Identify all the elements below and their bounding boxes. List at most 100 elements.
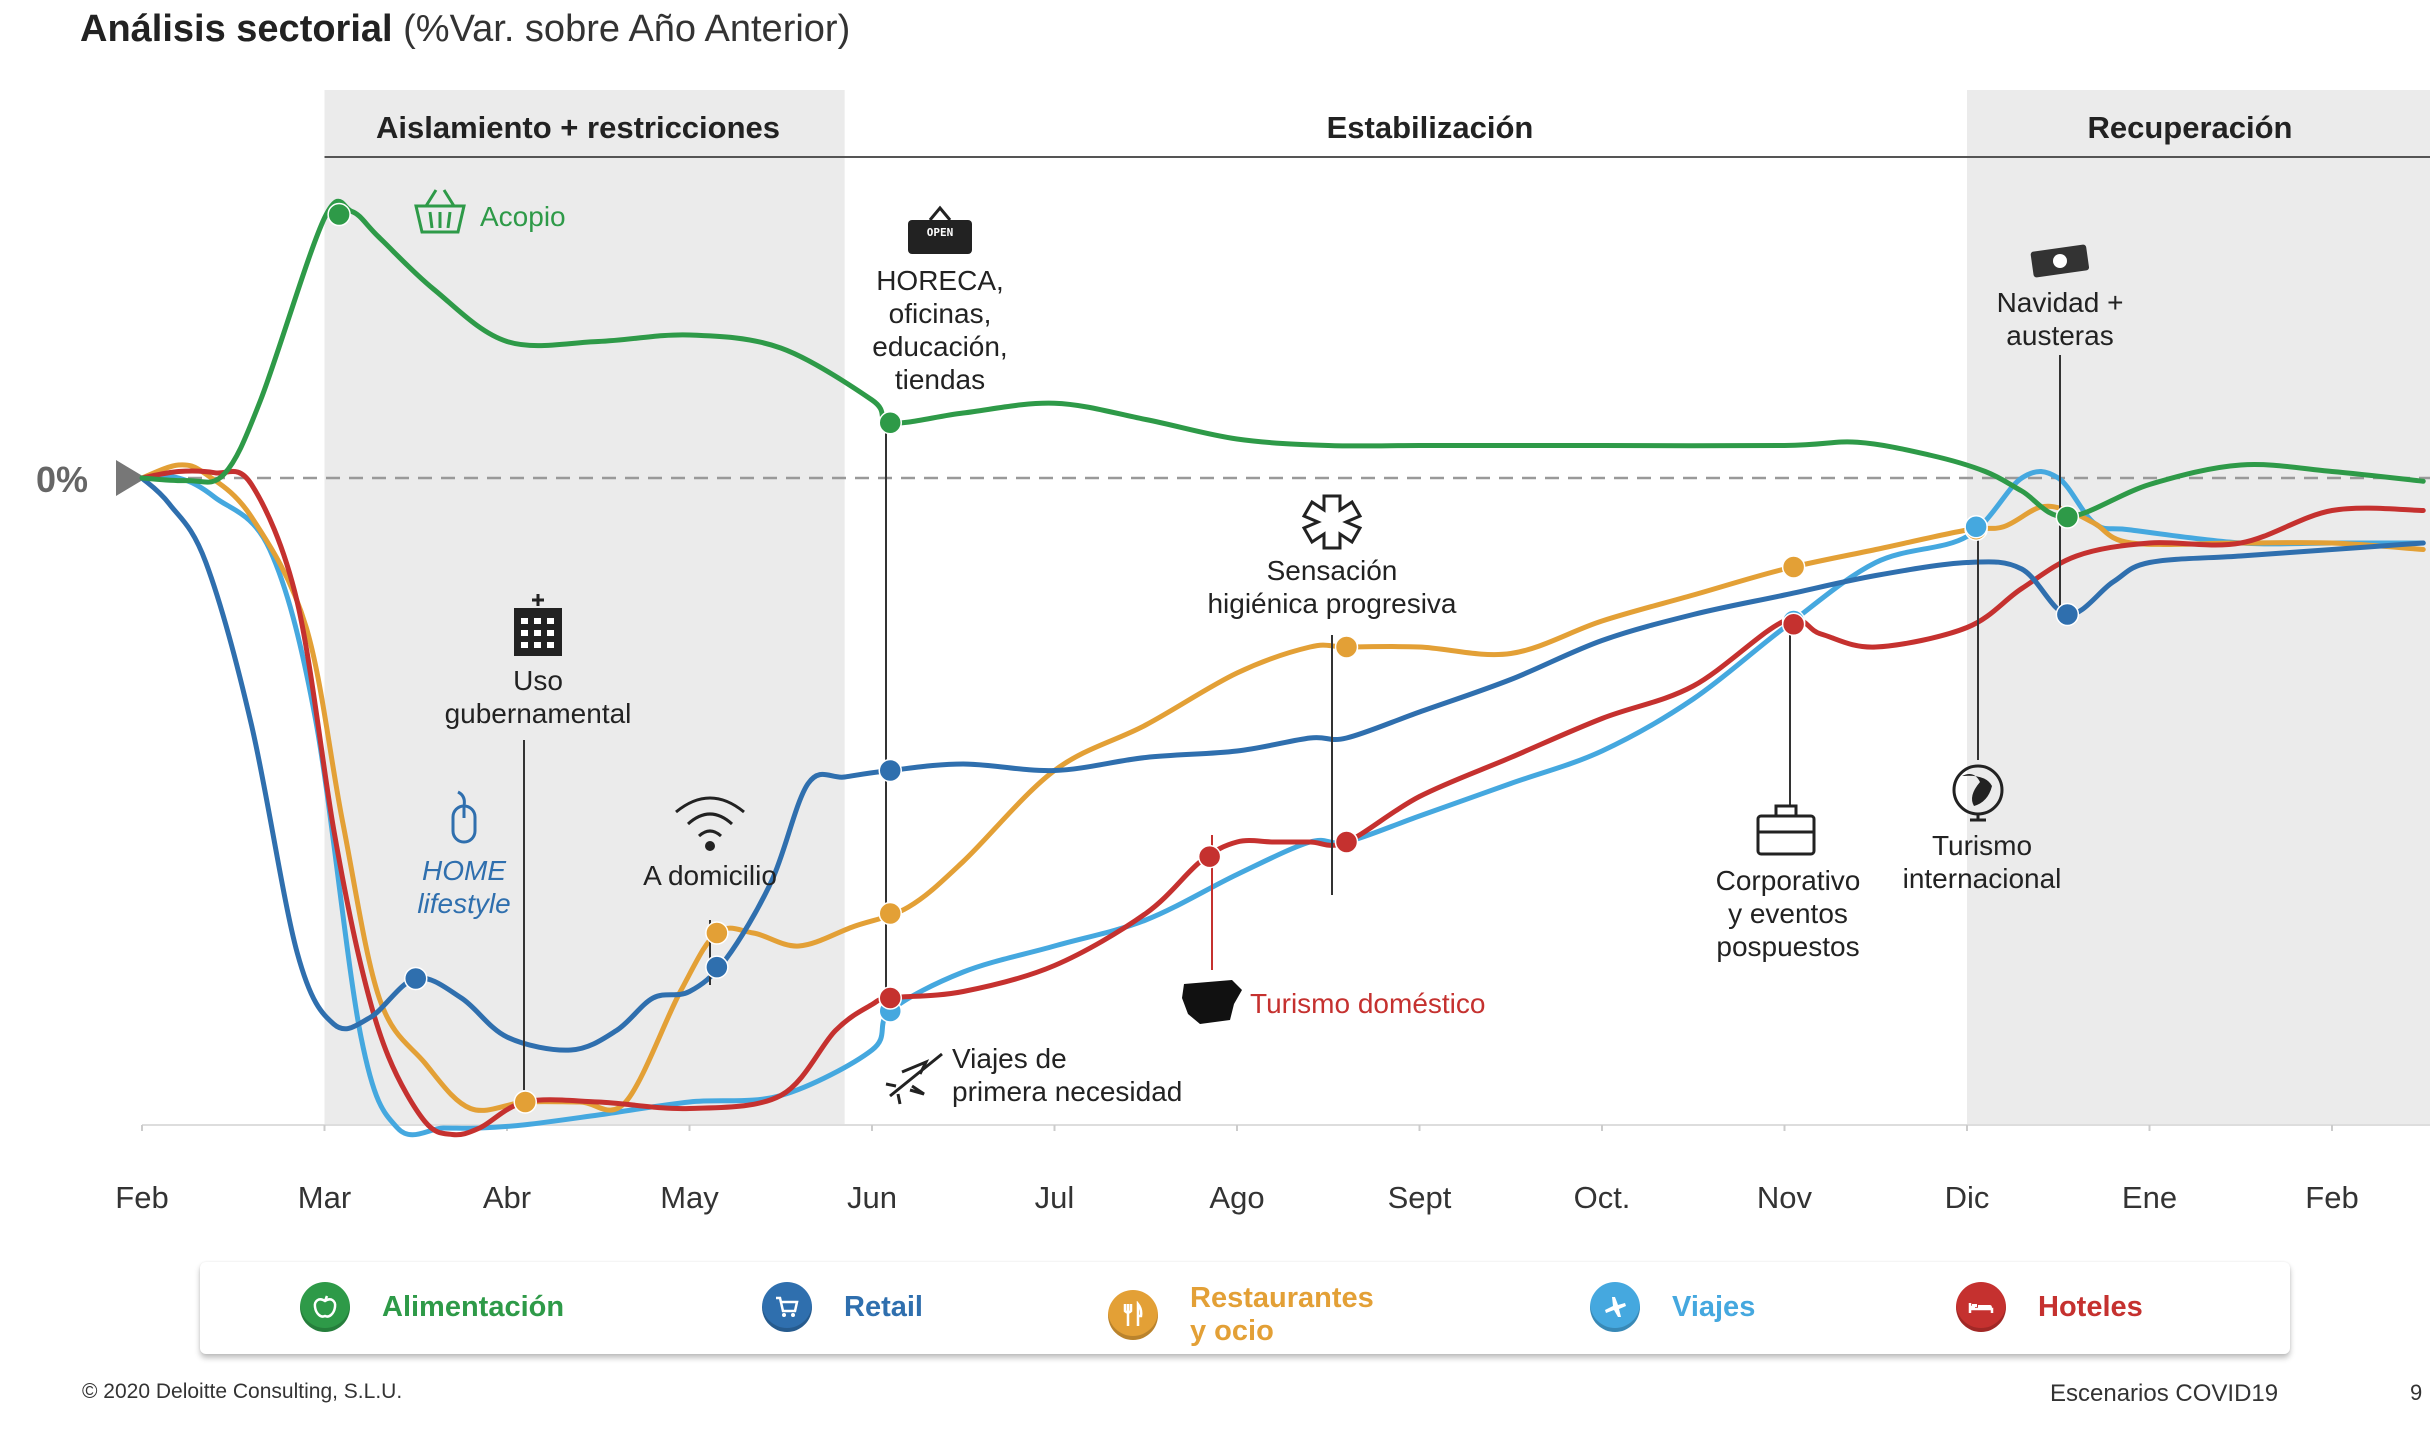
hygiene-star xyxy=(1301,494,1363,550)
phase-label-aislamiento-restricciones: Aislamiento + restricciones xyxy=(376,110,780,145)
x-tick-label: Dic xyxy=(1945,1180,1990,1215)
airplane-icon xyxy=(1590,1282,1640,1332)
building-cross xyxy=(532,594,544,606)
sign-text: OPEN xyxy=(927,226,954,239)
building-window xyxy=(521,618,528,624)
building-window xyxy=(534,642,541,648)
annotation-turismo: Turismo internacional xyxy=(1903,830,2062,894)
page-number: 9 xyxy=(2410,1380,2423,1405)
annotation-sensacion: Sensación higiénica progresiva xyxy=(1207,555,1456,619)
marker-restaurantes-y-ocio xyxy=(878,901,902,926)
building-icon xyxy=(514,594,562,656)
wifi-dot xyxy=(705,841,715,851)
x-tick-label: Jun xyxy=(847,1180,897,1215)
annotation-line: austeras xyxy=(2006,320,2113,351)
phase-label-recuperacion: Recuperación xyxy=(2087,110,2292,145)
spain-map-icon xyxy=(1182,980,1242,1024)
bed-icon xyxy=(1956,1282,2006,1332)
annotation-uso: Uso gubernamental xyxy=(445,665,632,729)
annotation-line: HOME xyxy=(422,855,506,886)
globe-stand xyxy=(1970,814,1986,822)
x-tick-label: Jul xyxy=(1035,1180,1075,1215)
annotation-viajes-de: Viajes de primera necesidad xyxy=(952,1043,1182,1107)
phase-band-recuperacion xyxy=(1967,90,2430,1125)
x-tick-label: Mar xyxy=(298,1180,351,1215)
annotation-line: Turismo xyxy=(1932,830,2032,861)
annotation-turismo-domestico: Turismo doméstico xyxy=(1250,988,1485,1019)
marker-retail xyxy=(705,955,729,979)
annotation-navidad: Navidad + austeras xyxy=(1997,287,2124,351)
annotation-line: internacional xyxy=(1903,863,2062,894)
marker-restaurantes-y-ocio xyxy=(705,921,729,945)
annotation-line: lifestyle xyxy=(417,888,510,919)
x-tick-label: May xyxy=(660,1180,719,1215)
wifi-icon xyxy=(675,796,745,851)
marker-viajes xyxy=(1964,515,1988,539)
bill-center xyxy=(2053,254,2067,268)
annotation-line: Corporativo xyxy=(1716,865,1861,896)
hygiene-icon xyxy=(1301,494,1363,550)
series-line-alimentacion xyxy=(139,198,2426,520)
annotation-line: Uso xyxy=(513,665,563,696)
annotation-line: A domicilio xyxy=(643,860,777,891)
building-window xyxy=(547,630,554,636)
briefcase-icon xyxy=(1756,804,1816,856)
legend-item-restaurantes: Restaurantes y ocio xyxy=(1108,1282,1374,1348)
legend-label-retail: Retail xyxy=(844,1290,923,1323)
y-zero-label: 0% xyxy=(36,459,88,500)
legend-label-viajes: Viajes xyxy=(1672,1290,1756,1323)
marker-retail xyxy=(2055,602,2080,627)
annotation-line: gubernamental xyxy=(445,698,632,729)
phase-band-aislamiento-restricciones xyxy=(324,90,845,1125)
series-line-retail xyxy=(139,475,2426,1053)
annotation-line: HORECA, xyxy=(876,265,1004,296)
phase-label-estabilizacion: Estabilización xyxy=(1327,110,1534,145)
mouse-cable xyxy=(457,790,466,807)
building-window xyxy=(534,630,541,636)
case-handle xyxy=(1758,804,1814,834)
annotation-line: Sensación xyxy=(1267,555,1398,586)
legend-item-viajes: Viajes xyxy=(1590,1282,1755,1332)
annotation-a-domicilio: A domicilio xyxy=(643,860,777,891)
legend-label-restaurantes: Restaurantes y ocio xyxy=(1190,1282,1374,1347)
legend-item-alimentacion: Alimentación xyxy=(300,1282,564,1332)
marker-hoteles xyxy=(1334,830,1359,854)
sign-hanger xyxy=(928,205,952,221)
marker-restaurantes-y-ocio xyxy=(513,1090,537,1114)
series-line-restaurantes-y-ocio xyxy=(139,462,2426,1113)
marker-alimentacion xyxy=(327,202,351,227)
marker-retail xyxy=(878,758,902,783)
annotation-line: Turismo doméstico xyxy=(1250,988,1485,1019)
x-tick-label: Sept xyxy=(1388,1180,1452,1215)
chart-title-main: Análisis sectorial xyxy=(80,8,393,50)
annotation-line: oficinas, xyxy=(889,298,992,329)
annotation-home: HOME lifestyle xyxy=(417,855,510,919)
annotation-horeca: HORECA, oficinas, educación, tiendas xyxy=(872,265,1007,395)
zero-arrow-icon xyxy=(116,460,146,496)
x-tick-label: Ago xyxy=(1209,1180,1264,1215)
sign-board xyxy=(908,220,972,254)
basket-shape xyxy=(414,189,466,234)
marker-hoteles xyxy=(1197,844,1222,869)
case-body xyxy=(1756,814,1816,856)
marker-alimentacion xyxy=(878,411,902,435)
building-window xyxy=(534,618,541,624)
marker-hoteles xyxy=(1781,612,1806,636)
airplane-icon xyxy=(885,1052,943,1105)
legend-label-alimentacion: Alimentación xyxy=(382,1290,565,1323)
x-tick-label: Abr xyxy=(483,1180,531,1215)
x-tick-label: Feb xyxy=(2305,1180,2358,1215)
chart-title: Análisis sectorial (%Var. sobre Año Ante… xyxy=(80,8,850,51)
spain-shape xyxy=(1182,980,1242,1024)
building-window xyxy=(547,618,554,624)
annotation-line: educación, xyxy=(872,331,1007,362)
annotation-line: Acopio xyxy=(480,201,566,232)
annotation-line: higiénica progresiva xyxy=(1207,588,1456,619)
wifi-arcs xyxy=(675,796,745,838)
globe-land xyxy=(1962,774,1992,806)
open-sign-icon: OPEN xyxy=(908,205,972,254)
marker-restaurantes-y-ocio xyxy=(1781,555,1806,579)
series-line-hoteles xyxy=(139,468,2426,1138)
copyright: © 2020 Deloitte Consulting, S.L.U. xyxy=(82,1380,403,1403)
